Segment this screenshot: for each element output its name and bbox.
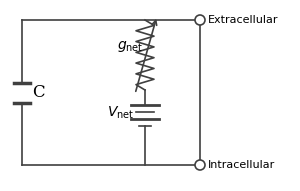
Circle shape (195, 15, 205, 25)
Text: C: C (32, 84, 45, 101)
Text: $V_{\mathrm{net}}$: $V_{\mathrm{net}}$ (107, 105, 134, 121)
Text: Intracellular: Intracellular (208, 160, 275, 170)
Text: Extracellular: Extracellular (208, 15, 278, 25)
Text: $g_{\mathrm{net}}$: $g_{\mathrm{net}}$ (117, 40, 143, 54)
Circle shape (195, 160, 205, 170)
